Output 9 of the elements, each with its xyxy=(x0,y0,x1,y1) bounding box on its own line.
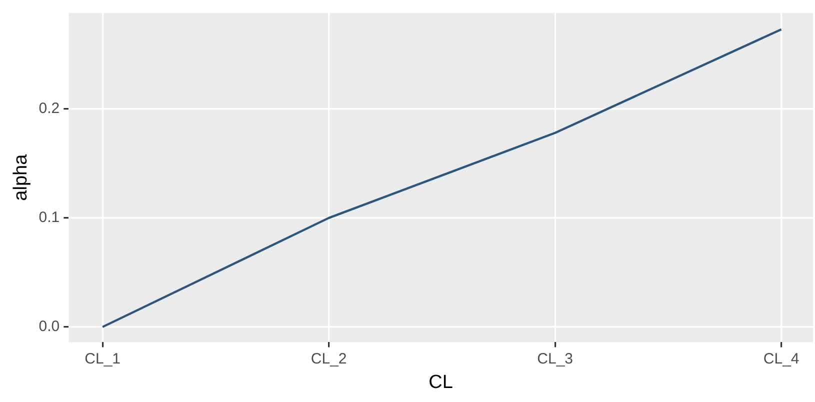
y-tick-label: 0.0 xyxy=(38,318,60,336)
x-tick-label: CL_1 xyxy=(84,350,121,368)
y-axis-title: alpha xyxy=(10,154,32,201)
x-axis-title: CL xyxy=(428,372,453,393)
x-tick-label: CL_2 xyxy=(310,350,347,368)
x-tick-label: CL_3 xyxy=(537,350,574,368)
y-tick-label: 0.2 xyxy=(38,100,60,118)
y-tick-label: 0.1 xyxy=(38,209,60,226)
x-tick-label: CL_4 xyxy=(763,350,800,368)
